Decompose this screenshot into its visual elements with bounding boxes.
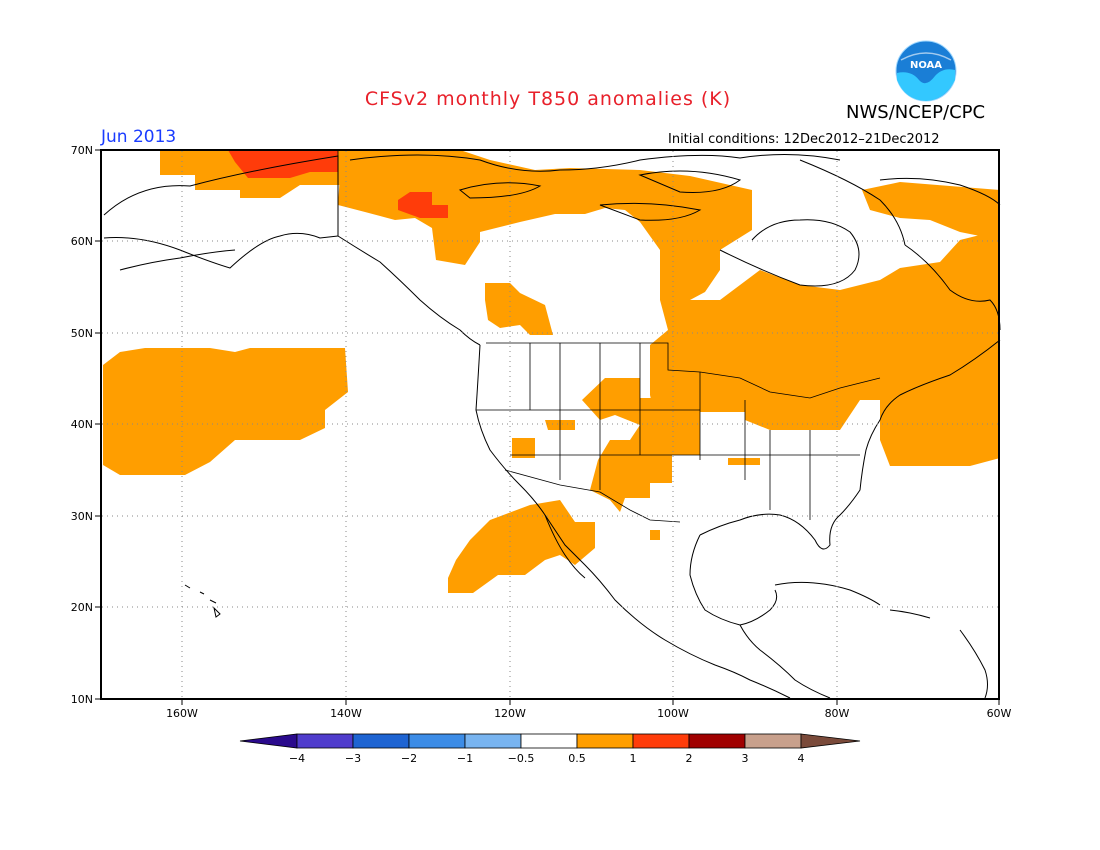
- noaa-logo-text: NOAA: [910, 60, 942, 71]
- colorbar-swatch: [239, 733, 298, 749]
- colorbar-swatch: [296, 733, 354, 749]
- colorbar-label: 0.5: [568, 752, 586, 765]
- lat-label: 70N: [71, 144, 93, 157]
- colorbar: [239, 733, 861, 749]
- lat-label: 60N: [71, 235, 93, 248]
- borders: [337, 150, 881, 523]
- valid-month-label: Jun 2013: [101, 127, 177, 147]
- colorbar-swatch: [632, 733, 690, 749]
- colorbar-label: −4: [289, 752, 305, 765]
- lat-label: 40N: [71, 418, 93, 431]
- coastlines: [103, 153, 1001, 699]
- lat-label: 30N: [71, 510, 93, 523]
- chart-title: CFSv2 monthly T850 anomalies (K): [364, 88, 732, 110]
- agency-label: NWS/NCEP/CPC: [846, 102, 986, 123]
- lat-label: 10N: [71, 693, 93, 706]
- colorbar-swatch: [520, 733, 578, 749]
- colorbar-swatch: [464, 733, 522, 749]
- lat-labels: 70N 60N 50N 40N 30N 20N 10N: [71, 144, 93, 706]
- colorbar-label: 2: [686, 752, 693, 765]
- lon-label: 140W: [330, 707, 362, 720]
- initial-conditions-label: Initial conditions: 12Dec2012–21Dec2012: [668, 132, 940, 147]
- lon-label: 120W: [494, 707, 526, 720]
- gridlines: [102, 151, 999, 698]
- colorbar-label: 4: [798, 752, 805, 765]
- colorbar-label: −1: [457, 752, 473, 765]
- anomaly-shading-orange: [103, 150, 1000, 593]
- colorbar-label: −2: [401, 752, 417, 765]
- colorbar-swatch: [800, 733, 861, 749]
- colorbar-label: 1: [630, 752, 637, 765]
- colorbar-label: 3: [742, 752, 749, 765]
- colorbar-swatch: [352, 733, 410, 749]
- lat-label: 20N: [71, 601, 93, 614]
- colorbar-swatch: [688, 733, 746, 749]
- lon-label: 160W: [166, 707, 198, 720]
- lon-label: 60W: [987, 707, 1012, 720]
- lon-label: 80W: [825, 707, 850, 720]
- colorbar-swatch: [744, 733, 802, 749]
- lon-label: 100W: [657, 707, 689, 720]
- lon-labels: 160W 140W 120W 100W 80W 60W: [166, 707, 1011, 720]
- colorbar-labels: −4 −3 −2 −1 −0.5 0.5 1 2 3 4: [289, 752, 805, 765]
- colorbar-label: −0.5: [508, 752, 535, 765]
- noaa-logo-icon: NOAA: [895, 40, 957, 102]
- colorbar-swatch: [408, 733, 466, 749]
- colorbar-swatch: [576, 733, 634, 749]
- tick-marks: [95, 149, 1000, 705]
- colorbar-label: −3: [345, 752, 361, 765]
- lat-label: 50N: [71, 327, 93, 340]
